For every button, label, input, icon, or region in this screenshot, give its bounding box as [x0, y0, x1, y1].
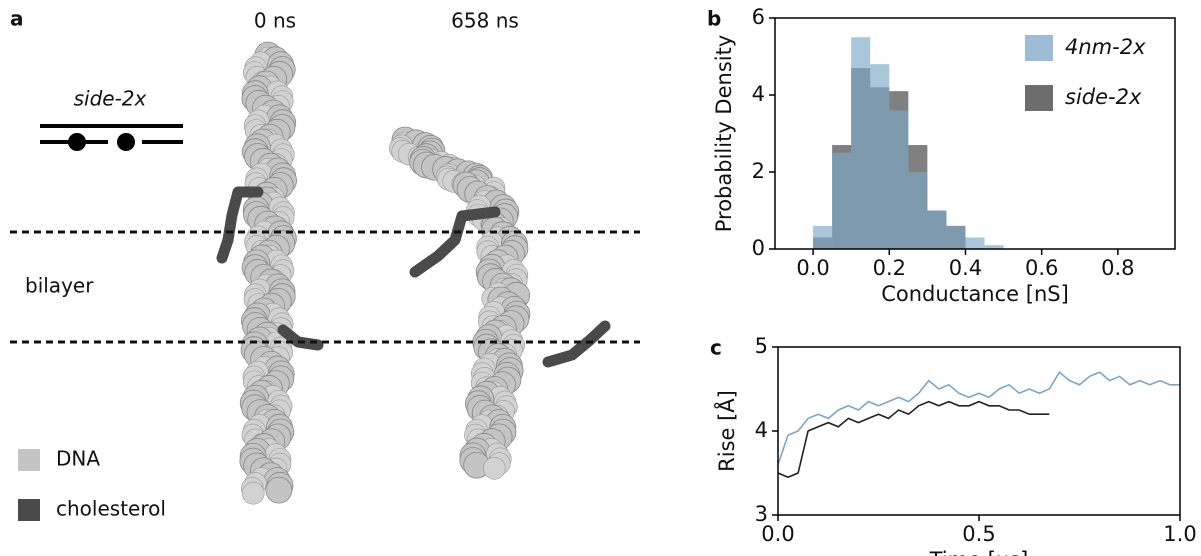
x-tick-label: 0.6 [1025, 256, 1058, 280]
bar [851, 37, 871, 249]
x-axis-label: Time [μs] [929, 548, 1029, 556]
region-label: bilayer [25, 274, 94, 298]
plot-frame [774, 17, 1176, 250]
y-tick-label: 0 [752, 236, 765, 260]
anchor [117, 133, 135, 151]
time-label: 658 ns [451, 9, 519, 33]
y-tick-label: 4 [752, 82, 765, 106]
y-axis-label: Rise [Å] [713, 390, 739, 472]
legend-label: DNA [56, 447, 100, 471]
anchor [68, 133, 86, 151]
legend-label: cholesterol [56, 497, 166, 521]
y-axis-label: Probability Density [712, 35, 736, 233]
panel-label: c [710, 336, 722, 360]
line [777, 370, 1180, 465]
dna-atom [241, 481, 265, 505]
schematic-label: side-2x [74, 87, 147, 111]
legend-label: side-2x [1065, 85, 1142, 109]
plot-frame [777, 346, 1181, 516]
cholesterol [542, 320, 611, 368]
cholesterol [216, 186, 264, 264]
y-tick-label: 4 [755, 418, 768, 442]
panel-label: b [707, 7, 721, 31]
bar [965, 237, 985, 249]
panel-label: a [10, 7, 24, 31]
x-tick-label: 1.0 [1163, 522, 1196, 546]
legend-swatch [18, 449, 40, 471]
bar [927, 210, 947, 249]
x-tick-label: 0.5 [962, 522, 995, 546]
y-tick-label: 3 [755, 502, 768, 526]
structures [216, 41, 611, 505]
legend-swatch [1025, 85, 1053, 111]
bar [889, 110, 909, 250]
legend-label: 4nm-2x [1065, 35, 1146, 59]
y-tick-label: 2 [752, 159, 765, 183]
cholesterol [409, 206, 501, 278]
x-tick-label: 0.0 [761, 522, 794, 546]
legend-swatch [1025, 35, 1053, 61]
line [777, 400, 1050, 479]
dna-atom [265, 476, 293, 504]
dna-atom [483, 456, 506, 480]
x-tick-label: 0.8 [1101, 256, 1134, 280]
legend-swatch [18, 499, 40, 521]
bar [946, 225, 966, 249]
bar [813, 225, 833, 249]
x-axis-label: Conductance [nS] [881, 282, 1069, 306]
bar [984, 245, 1004, 249]
bar [832, 152, 852, 249]
time-label: 0 ns [254, 9, 296, 33]
x-tick-label: 0.0 [796, 256, 829, 280]
y-tick-label: 6 [752, 5, 765, 29]
bar [870, 64, 890, 249]
x-tick-label: 0.2 [873, 256, 906, 280]
x-tick-label: 0.4 [949, 256, 982, 280]
schematic [40, 124, 183, 151]
y-tick-label: 5 [755, 334, 768, 358]
bar [908, 172, 928, 249]
